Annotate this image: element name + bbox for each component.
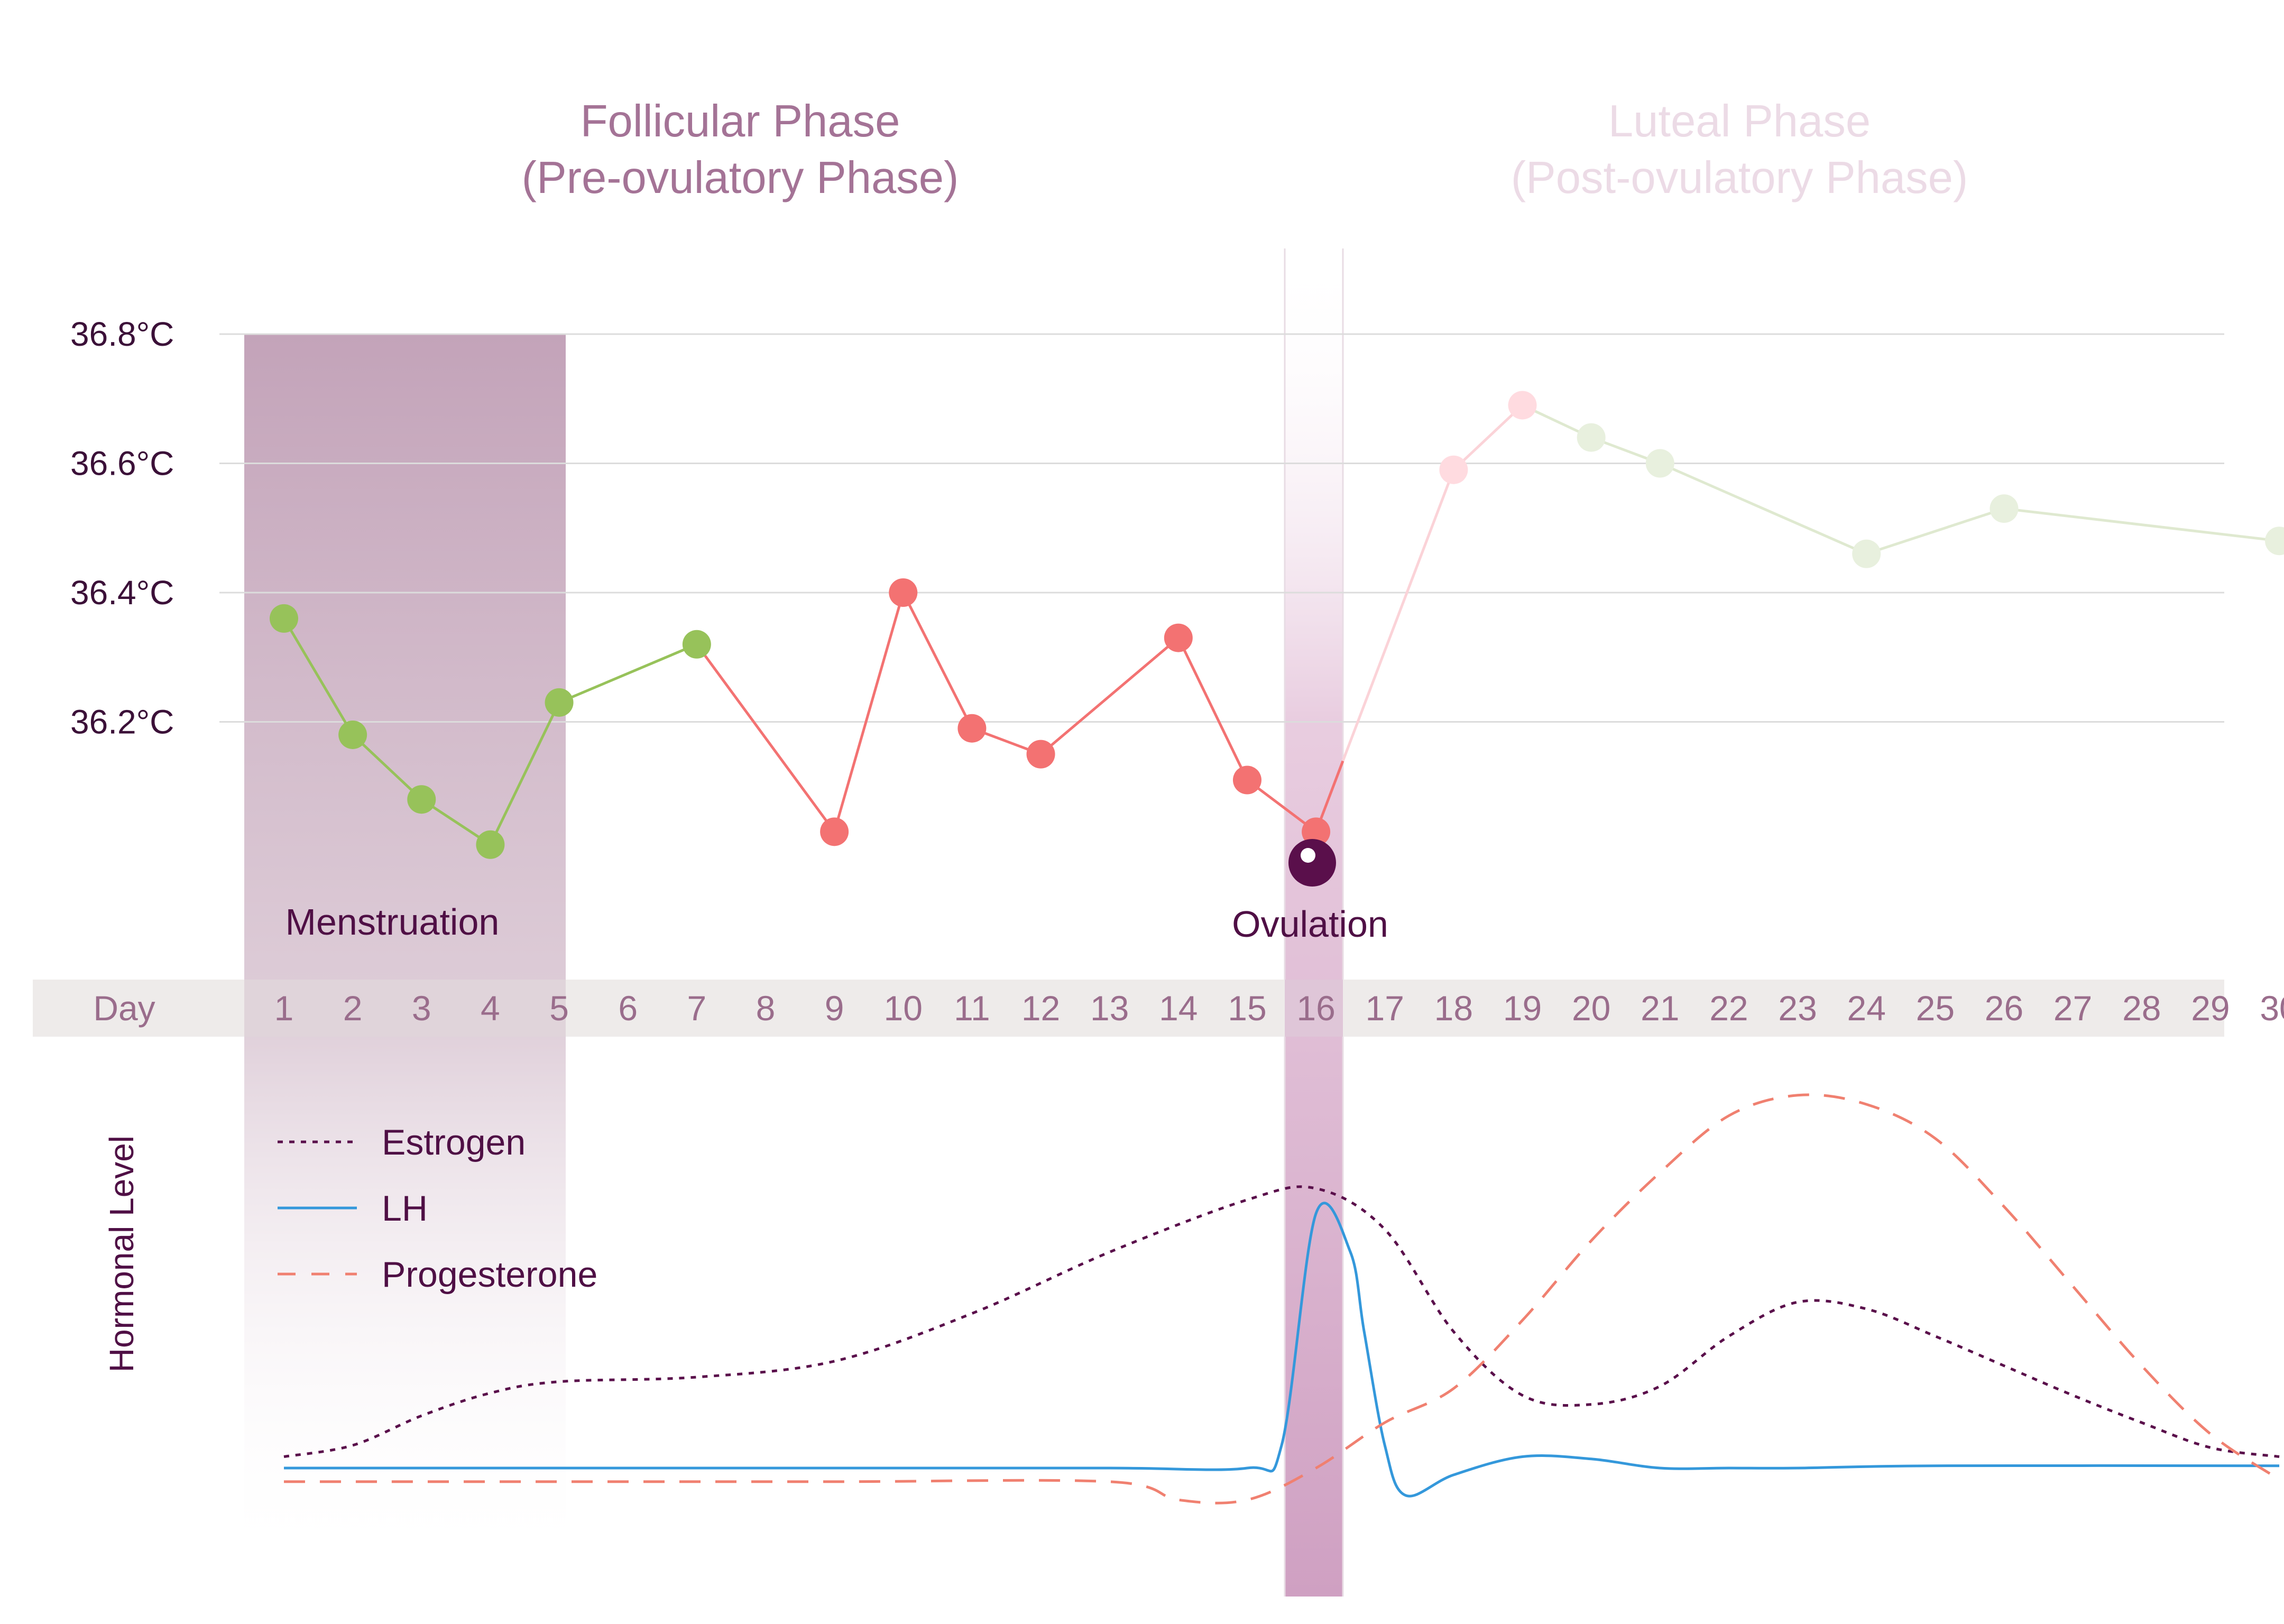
temp-segment bbox=[282, 617, 354, 736]
day-tick-11: 11 bbox=[954, 989, 990, 1028]
hormonal-level-axis-title: Hormonal Level bbox=[103, 1136, 141, 1372]
day-tick-14: 14 bbox=[1159, 989, 1198, 1028]
day-tick-12: 12 bbox=[1021, 989, 1060, 1028]
day-axis-menstruation-overlay bbox=[244, 980, 566, 1037]
temp-point-day-3 bbox=[407, 785, 436, 814]
luteal-phase-title-line2: (Post-ovulatory Phase) bbox=[1511, 153, 1968, 203]
day-tick-24: 24 bbox=[1847, 989, 1886, 1028]
day-tick-30: 30 bbox=[2260, 989, 2284, 1028]
day-tick-28: 28 bbox=[2122, 989, 2161, 1028]
day-tick-5: 5 bbox=[549, 989, 569, 1028]
hormone-line-progesterone bbox=[284, 1093, 2280, 1505]
temp-point-day-2 bbox=[338, 720, 367, 749]
temp-segment bbox=[1866, 507, 2005, 556]
y-tick-label: 36.2°C bbox=[70, 703, 174, 741]
temp-point-day-20 bbox=[1577, 423, 1606, 452]
temp-point-day-16 bbox=[1302, 817, 1331, 846]
temp-point-day-26 bbox=[1990, 494, 2019, 523]
temperature-series-points bbox=[270, 391, 2284, 859]
temp-segment bbox=[1659, 462, 1867, 555]
temp-segment bbox=[1452, 404, 1524, 471]
y-tick-label: 36.8°C bbox=[70, 315, 174, 353]
temp-point-day-10 bbox=[889, 578, 918, 607]
day-tick-21: 21 bbox=[1641, 989, 1679, 1028]
day-tick-19: 19 bbox=[1503, 989, 1542, 1028]
temp-point-day-1 bbox=[270, 604, 298, 633]
temp-segment bbox=[695, 643, 836, 833]
hormone-line-estrogen bbox=[283, 1185, 2280, 1458]
day-tick-1: 1 bbox=[274, 989, 294, 1028]
day-tick-17: 17 bbox=[1366, 989, 1404, 1028]
menstruation-band bbox=[244, 334, 566, 1571]
day-tick-23: 23 bbox=[1778, 989, 1817, 1028]
y-tick-label: 36.4°C bbox=[70, 574, 174, 612]
temperature-series-lines bbox=[282, 404, 2280, 846]
temp-point-day-30 bbox=[2265, 527, 2284, 556]
legend-label-estrogen: Estrogen bbox=[382, 1122, 526, 1162]
temp-point-day-14 bbox=[1164, 623, 1193, 652]
temp-segment bbox=[1177, 637, 1249, 781]
temp-point-day-19 bbox=[1508, 391, 1537, 420]
day-tick-6: 6 bbox=[618, 989, 638, 1028]
day-axis-bar bbox=[33, 980, 2224, 1037]
temp-segment bbox=[2004, 507, 2280, 542]
menstruation-label: Menstruation bbox=[286, 901, 500, 943]
day-tick-20: 20 bbox=[1572, 989, 1610, 1028]
temp-point-day-18 bbox=[1439, 455, 1468, 484]
day-tick-29: 29 bbox=[2191, 989, 2230, 1028]
follicular-phase-title-line2: (Pre-ovulatory Phase) bbox=[522, 153, 959, 203]
temp-segment bbox=[833, 592, 905, 833]
day-tick-22: 22 bbox=[1709, 989, 1748, 1028]
y-tick-label: 36.6°C bbox=[70, 445, 174, 483]
temp-segment bbox=[489, 702, 560, 845]
temperature-gridlines bbox=[219, 333, 2224, 723]
hormone-series bbox=[283, 1093, 2280, 1505]
temp-segment bbox=[352, 734, 422, 801]
temp-point-day-7 bbox=[682, 630, 711, 659]
temp-point-day-24 bbox=[1852, 539, 1881, 568]
temp-point-day-11 bbox=[957, 714, 987, 743]
day-tick-8: 8 bbox=[756, 989, 776, 1028]
temp-segment bbox=[1246, 779, 1317, 833]
temp-point-day-12 bbox=[1026, 740, 1055, 769]
temp-point-day-15 bbox=[1232, 765, 1261, 795]
temperature-y-axis: 36.8°C 36.6°C 36.4°C 36.2°C bbox=[70, 315, 174, 741]
follicular-phase-title-line1: Follicular Phase bbox=[581, 96, 900, 146]
day-tick-2: 2 bbox=[343, 989, 363, 1028]
day-tick-27: 27 bbox=[2053, 989, 2092, 1028]
ovulation-egg-icon bbox=[1288, 839, 1336, 887]
temp-segment bbox=[558, 643, 697, 704]
ovulation-label: Ovulation bbox=[1232, 903, 1388, 945]
day-axis-ovulation-overlay bbox=[1285, 980, 1343, 1037]
luteal-phase-title-line1: Luteal Phase bbox=[1608, 96, 1871, 146]
day-tick-15: 15 bbox=[1228, 989, 1266, 1028]
temp-point-day-5 bbox=[545, 688, 574, 717]
day-tick-3: 3 bbox=[412, 989, 431, 1028]
day-axis-ticks: 1 2 3 4 5 6 7 8 9 10 11 12 13 14 15 16 17 18 19 20 21 22 23 24 2… bbox=[274, 989, 2284, 1028]
temp-point-day-9 bbox=[820, 817, 849, 846]
day-tick-18: 18 bbox=[1434, 989, 1473, 1028]
temp-point-day-21 bbox=[1645, 449, 1674, 478]
legend-label-lh: LH bbox=[382, 1188, 428, 1229]
temp-point-day-4 bbox=[476, 830, 505, 859]
temp-segment bbox=[902, 592, 973, 729]
day-tick-4: 4 bbox=[481, 989, 500, 1028]
hormone-legend: Estrogen LH Progesterone bbox=[278, 1122, 597, 1295]
day-tick-7: 7 bbox=[687, 989, 706, 1028]
temp-segment bbox=[1341, 469, 1455, 762]
day-axis-label: Day bbox=[93, 989, 155, 1028]
day-tick-16: 16 bbox=[1296, 989, 1335, 1028]
legend-label-progesterone: Progesterone bbox=[382, 1254, 597, 1295]
day-tick-26: 26 bbox=[1985, 989, 2023, 1028]
day-tick-13: 13 bbox=[1090, 989, 1129, 1028]
day-tick-25: 25 bbox=[1916, 989, 1955, 1028]
hormone-line-lh bbox=[284, 1202, 2280, 1498]
temp-segment bbox=[1039, 636, 1180, 755]
day-tick-9: 9 bbox=[825, 989, 844, 1028]
day-tick-10: 10 bbox=[884, 989, 923, 1028]
